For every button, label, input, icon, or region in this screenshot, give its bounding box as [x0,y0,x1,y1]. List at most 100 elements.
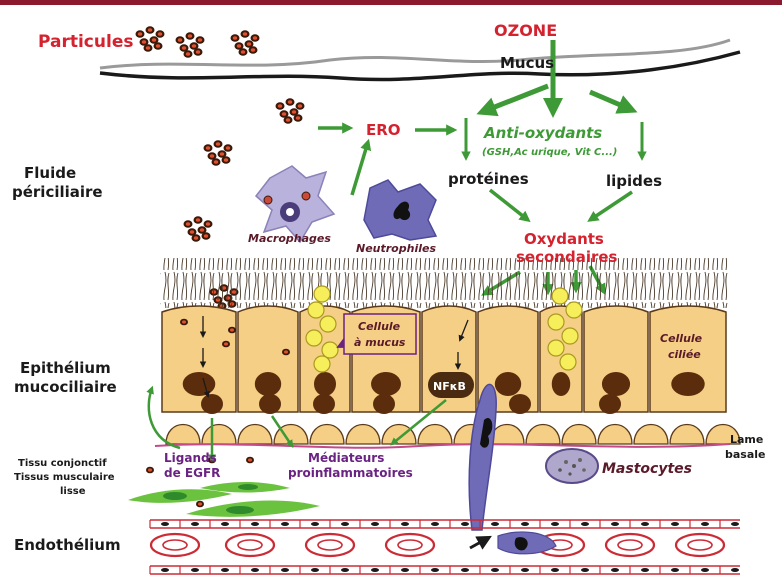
particle-cluster [175,32,205,58]
endothelial-nucleus [161,522,169,526]
arrow-proteines-oxydants [488,188,531,223]
endothelial-nucleus [581,522,589,526]
endothelial-nucleus [311,522,319,526]
red-blood-cell [149,532,201,558]
mucus-granule [319,315,337,333]
basal-cell [561,423,597,445]
endothelial-nucleus [341,522,349,526]
red-blood-cell [604,532,656,558]
endothelial-nucleus [161,568,169,572]
label-cellule-mucus-2: à mucus [354,336,406,349]
endothelial-nucleus [191,522,199,526]
endothelial-nucleus [461,522,469,526]
label-nfkb: NFκB [433,380,466,393]
mucus-granule [551,287,569,305]
label-lipides: lipides [606,172,662,190]
basal-nucleus [313,394,335,414]
endothelial-nucleus [371,522,379,526]
endothelial-nucleus [641,568,649,572]
basal-nucleus [373,394,395,414]
cell-nucleus [494,372,522,396]
endothelial-nucleus [491,568,499,572]
mucus-granule [321,341,339,359]
label-cellule-ciliee-1: Cellule [660,332,703,345]
endothelial-nucleus [281,522,289,526]
label-mediateurs-2: proinflammatoires [288,466,413,480]
particle-cluster [275,98,305,124]
label-tissu-3: lisse [60,486,86,497]
epithelial-cell [161,305,237,413]
red-blood-cell [304,532,356,558]
cell-nucleus [671,372,705,396]
endothelial-nucleus [401,568,409,572]
label-mastocytes: Mastocytes [602,461,692,477]
basal-nucleus [201,394,223,414]
cell-nucleus [314,372,336,396]
label-mucus: Mucus [500,54,554,72]
particle-cluster [183,216,213,242]
basal-cell [669,423,705,445]
epithelial-cell [583,305,649,413]
label-proteines: protéines [448,170,529,188]
endothelial-nucleus [311,568,319,572]
endothelial-nucleus [191,568,199,572]
label-ligands-1: Ligands [164,451,217,465]
macrophage-cell [254,165,336,244]
endothelial-nucleus [521,522,529,526]
basal-nucleus [259,394,281,414]
label-ero: ERO [366,121,401,139]
cell-nucleus [601,372,631,396]
cell-nucleus [551,372,571,396]
label-cellule-mucus-1: Cellule [358,320,401,333]
cell-nucleus [182,372,216,396]
ozone-arrow-right [589,89,638,114]
basal-cell [525,423,561,445]
label-endothelium: Endothélium [14,536,121,554]
basal-nucleus [599,394,621,414]
endothelial-nucleus [251,522,259,526]
endothelial-nucleus [701,522,709,526]
endothelial-nucleus [731,568,739,572]
label-mediateurs-1: Médiateurs [308,451,384,465]
basal-cell [165,423,201,445]
endothelial-nucleus [221,568,229,572]
endothelial-nucleus [731,522,739,526]
red-blood-cell [674,532,726,558]
neutrophil-cell [363,179,438,241]
label-lame-2: basale [725,448,766,461]
ozone-arrow-left [476,83,549,117]
endothelial-nucleus [671,522,679,526]
basement-membrane [154,443,731,449]
arrow-nfkb-mediateurs [390,399,447,446]
egfr-feedback-arrow [146,385,181,450]
epithelial-cell [237,305,299,413]
endothelial-nucleus [671,568,679,572]
basal-cell [597,423,633,445]
mucus-granule [547,339,565,357]
endothelial-nucleus [371,568,379,572]
cellule-mucus-box [343,313,417,355]
endothelial-nucleus [581,568,589,572]
basal-cell [237,423,273,445]
mucus-granule [547,313,565,331]
particle-cluster [230,30,260,56]
basal-cell [633,423,669,445]
epithelial-cell [649,305,727,413]
red-blood-cell [384,532,436,558]
mucus-granule [561,327,579,345]
label-oxydants-1: Oxydants [524,230,604,248]
basal-nucleus [509,394,531,414]
mucus-grey-line [99,38,731,70]
fibroblasts [128,482,320,517]
basal-cell [309,423,345,445]
endothelial-nucleus [611,522,619,526]
red-blood-cell [224,532,276,558]
arrow-neutrophil-migration [469,535,492,550]
endothelial-nucleus [551,568,559,572]
label-fluide-2: périciliaire [12,183,103,201]
basal-cell [201,423,237,445]
cell-nucleus [371,372,401,396]
arrow-to-mediateurs [270,415,294,448]
mucus-black-line [99,50,741,82]
